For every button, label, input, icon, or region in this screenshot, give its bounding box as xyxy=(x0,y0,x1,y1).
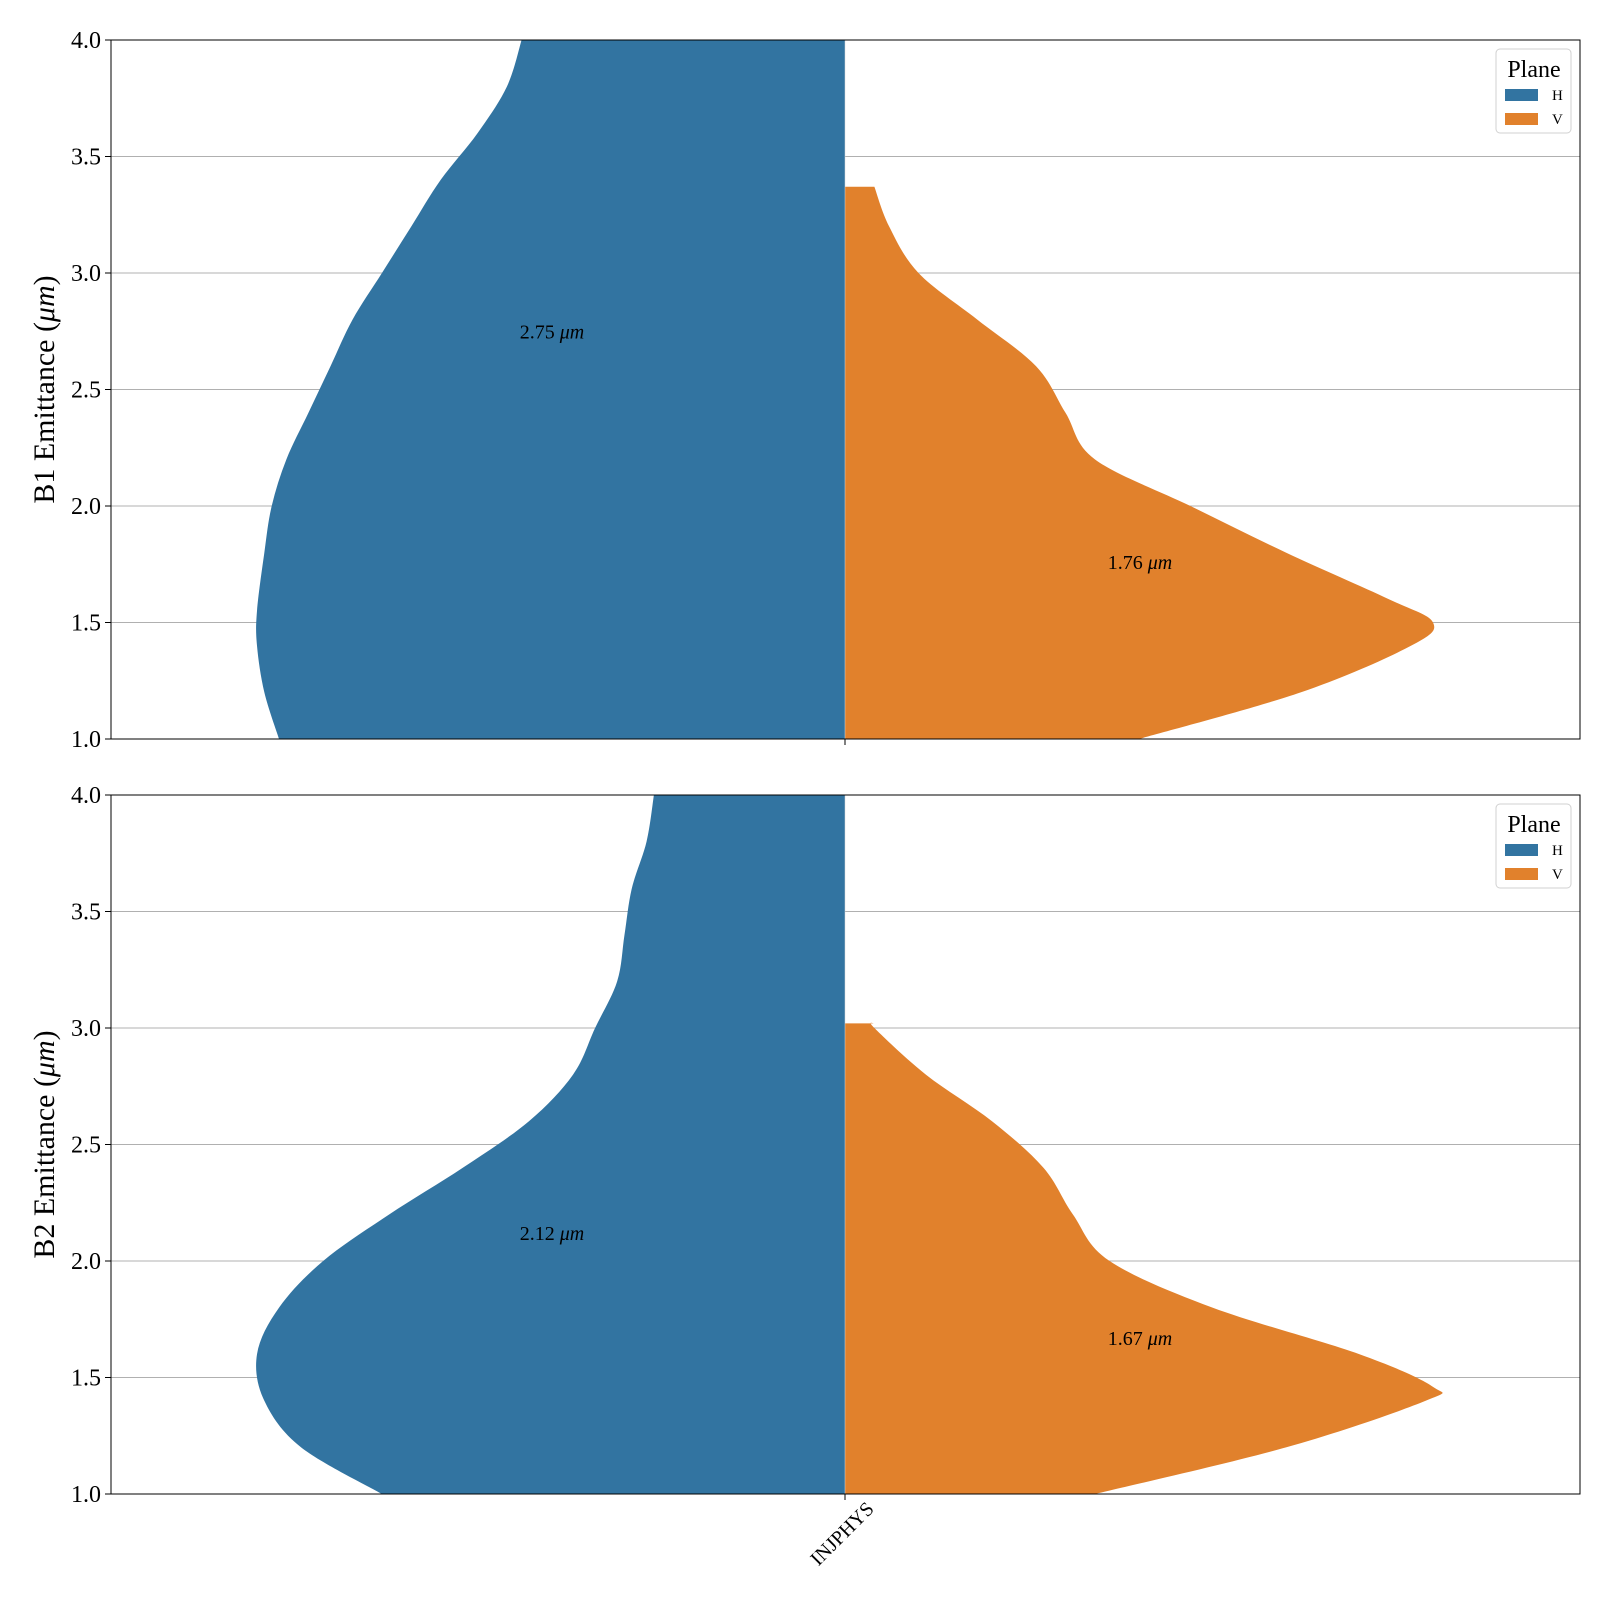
legend: Plane HV xyxy=(1495,803,1572,889)
legend-swatch-H xyxy=(1505,89,1538,101)
median-value: 2.12 xyxy=(520,1223,560,1245)
legend-label-V: V xyxy=(1552,867,1563,883)
median-unit: μm xyxy=(1147,1328,1172,1350)
legend-label-H: H xyxy=(1552,88,1563,104)
y-tick-label: 1.0 xyxy=(71,1482,101,1508)
panel-1: 2.75 μm1.76 μm1.01.52.02.53.03.54.0B1 Em… xyxy=(28,28,1581,753)
y-tick-label: 2.5 xyxy=(71,378,101,404)
violin-half-V xyxy=(845,186,1435,739)
median-label-V: 1.67 μm xyxy=(1108,1328,1172,1350)
legend: Plane HV xyxy=(1495,48,1572,134)
median-value: 1.76 xyxy=(1108,552,1148,574)
violins xyxy=(256,40,1435,739)
legend-title: Plane xyxy=(1507,812,1560,838)
y-tick-label: 3.0 xyxy=(71,261,101,287)
median-label-H: 2.75 μm xyxy=(520,321,584,343)
y-axis-ticks: 1.0 1.5 2.0 2.5 3.0 3.5 4.0 xyxy=(71,783,111,1508)
y-tick-label: 3.5 xyxy=(71,145,101,171)
y-tick-label: 4.0 xyxy=(71,783,101,809)
median-value: 2.75 xyxy=(520,321,560,343)
median-label-H: 2.12 μm xyxy=(520,1223,584,1245)
y-tick-label: 1.5 xyxy=(71,1366,101,1392)
y-tick-label: 2.0 xyxy=(71,1249,101,1275)
legend-label-V: V xyxy=(1552,112,1563,128)
median-unit: μm xyxy=(559,321,584,343)
legend-label-H: H xyxy=(1552,843,1563,859)
y-tick-label: 2.5 xyxy=(71,1133,101,1159)
y-axis-label: B1 Emittance (μm) xyxy=(28,275,61,503)
violin-half-H xyxy=(256,40,845,739)
y-tick-label: 1.0 xyxy=(71,727,101,753)
median-unit: μm xyxy=(1147,552,1172,574)
legend-swatch-V xyxy=(1505,868,1538,880)
y-tick-label: 1.5 xyxy=(71,611,101,637)
violin-half-V xyxy=(845,1022,1443,1494)
y-tick-label: 3.0 xyxy=(71,1016,101,1042)
legend-title: Plane xyxy=(1507,57,1560,83)
y-axis-ticks: 1.0 1.5 2.0 2.5 3.0 3.5 4.0 xyxy=(71,28,111,753)
median-label-V: 1.76 μm xyxy=(1108,552,1172,574)
y-tick-label: 3.5 xyxy=(71,900,101,926)
y-tick-label: 2.0 xyxy=(71,494,101,520)
y-axis-label: B2 Emittance (μm) xyxy=(28,1030,61,1258)
legend-swatch-H xyxy=(1505,844,1538,856)
legend-swatch-V xyxy=(1505,113,1538,125)
panel-2: 2.12 μm1.67 μm1.01.52.02.53.03.54.0B2 Em… xyxy=(28,783,1581,1570)
median-unit: μm xyxy=(559,1223,584,1245)
y-tick-label: 4.0 xyxy=(71,28,101,54)
x-category-label: INJPHYS xyxy=(806,1498,878,1570)
violins xyxy=(256,795,1443,1494)
violin-half-H xyxy=(256,795,846,1494)
median-value: 1.67 xyxy=(1108,1328,1148,1350)
